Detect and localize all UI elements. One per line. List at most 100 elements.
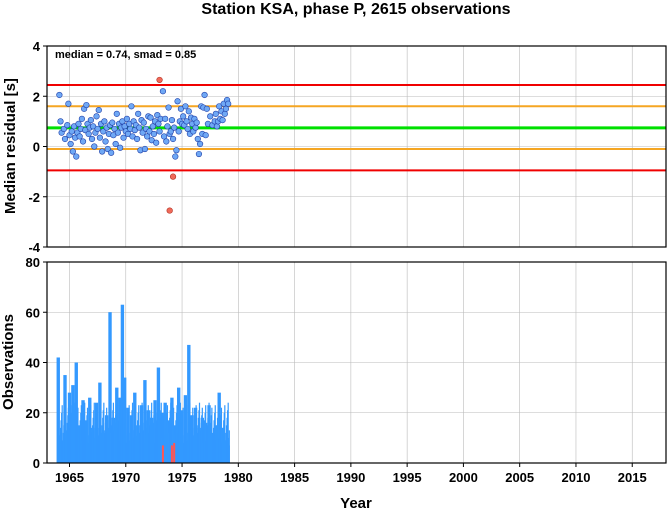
residual-point [194,135,201,143]
residual-point [113,110,120,117]
observation-bar [192,407,194,463]
observation-bar [157,405,159,463]
observation-bar [108,312,112,463]
observation-bar [228,430,230,463]
residual-point [183,118,190,125]
residual-point [149,123,156,130]
x-tick-label: 2000 [449,470,478,485]
residual-point [163,138,170,145]
residual-point [156,128,163,135]
observation-bar [205,405,207,463]
residual-point [203,105,210,112]
y-tick-label: 80 [26,255,40,270]
top-y-ticks: -4 -2 0 2 4 [28,39,47,255]
x-tick-label: 1965 [55,470,84,485]
residual-point [135,110,142,117]
x-tick-label: 2015 [618,470,647,485]
observation-bar [86,407,89,463]
residual-point [75,120,82,127]
observation-bar [74,402,76,463]
residual-point [195,150,203,158]
residual-point [76,133,83,140]
observation-bar [77,407,79,463]
residual-point [219,117,226,124]
y-tick-label: 4 [33,39,41,54]
observation-bar [208,402,210,463]
observation-bar [170,402,172,463]
residual-point [99,148,106,155]
observation-bar [96,407,98,463]
observation-bar [214,405,216,463]
observation-bar [195,405,197,463]
x-tick-label: 1985 [280,470,309,485]
observation-bar [220,407,223,463]
x-tick-label: 1990 [336,470,365,485]
residual-point [201,91,208,99]
residual-point [93,113,100,120]
outlier-point [156,76,163,84]
residual-point [155,120,162,127]
y-tick-label: 0 [33,456,40,471]
observation-bar [125,407,127,463]
observation-bar [118,405,121,463]
residual-point [171,124,178,131]
x-tick-label: 2010 [562,470,591,485]
residual-point [61,135,69,143]
y-tick-label: 60 [26,305,40,320]
median-smad-annotation: median = 0.74, smad = 0.85 [55,49,196,61]
residual-point [123,115,131,122]
residual-point [159,88,167,95]
residual-point [88,135,96,143]
observation-bar [173,407,175,463]
observation-bar [128,405,130,463]
observation-bar [84,402,86,463]
observation-bar [151,402,153,463]
residual-point [174,98,181,105]
observation-bar [144,407,146,463]
observation-bar [160,402,162,463]
observation-bar [71,385,75,463]
residual-point [212,110,219,117]
residual-point [193,119,200,126]
residual-point [192,124,199,131]
residual-point [173,147,180,154]
residual-point [56,91,63,99]
observation-bar [179,402,181,463]
residual-point [165,104,172,111]
residual-point [160,133,168,140]
x-tick-label: 1970 [111,470,140,485]
residual-point [79,138,87,145]
residual-point [101,118,108,125]
x-axis-label: Year [340,495,372,511]
residual-point [147,114,154,121]
y-tick-label: 20 [26,406,40,421]
y-tick-label: 2 [33,89,40,104]
residual-point [108,149,115,156]
residual-point [222,105,230,112]
residual-point [133,135,141,143]
residual-point [141,145,149,153]
observation-bar [64,402,67,463]
top-panel: -4 -2 0 2 4 median = 0.74, smad = 0.85 Media… [2,39,667,255]
residual-point [117,144,124,151]
observation-bar [138,405,140,463]
observation-bar [80,405,82,463]
residual-point [202,132,209,139]
observation-bar [99,405,102,463]
y-tick-label: -2 [28,190,40,205]
residual-point [164,123,171,130]
chart-title: Station KSA, phase P, 2615 observations [201,1,510,18]
residual-point [73,153,80,160]
residual-point [136,124,143,131]
residual-point [69,148,76,155]
residual-point [172,153,179,160]
observation-bar [61,405,63,463]
residual-point [114,129,122,136]
outlier-point [166,207,173,214]
observation-bar [211,407,213,463]
residual-point [185,108,192,115]
observation-bar [122,402,124,463]
y-tick-label: 0 [33,140,40,155]
observation-bar [187,344,191,463]
residual-point [180,113,187,120]
